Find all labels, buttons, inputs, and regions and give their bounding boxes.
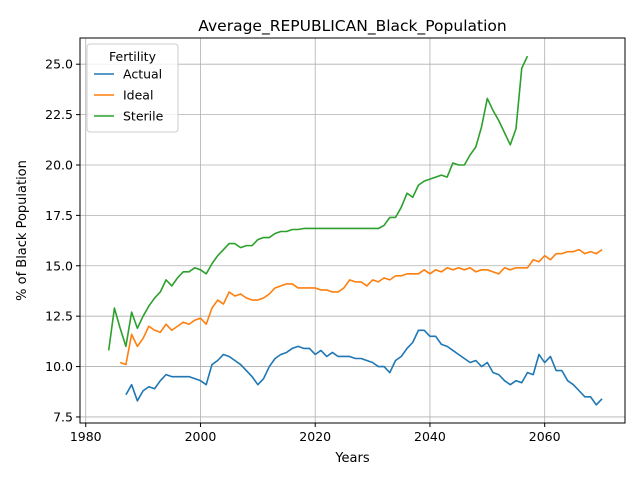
x-tick-label: 2060 <box>529 429 561 444</box>
y-tick-label: 15.0 <box>45 258 73 273</box>
axis-ticks: 1980 2000 2020 2040 2060 7.5 10.0 12.5 15.0 17.5 2… <box>45 57 560 444</box>
legend: Fertility Actual Ideal Sterile <box>86 43 179 133</box>
legend-title: Fertility <box>109 49 157 64</box>
series-actual <box>125 329 603 406</box>
y-tick-label: 22.5 <box>45 107 73 122</box>
y-tick-label: 7.5 <box>53 409 73 424</box>
y-axis-label: % of Black Population <box>15 160 30 301</box>
grid <box>80 38 625 423</box>
legend-entries: Actual Ideal Sterile <box>94 67 164 124</box>
legend-label: Ideal <box>123 88 153 103</box>
legend-box <box>86 43 179 133</box>
chart-title: Average_REPUBLICAN_Black_Population <box>198 17 506 36</box>
x-tick-label: 2000 <box>185 429 217 444</box>
series-line-actual <box>125 329 603 406</box>
x-tick-label: 1980 <box>70 429 102 444</box>
y-tick-label: 10.0 <box>45 359 73 374</box>
legend-entry-ideal: Ideal <box>94 88 153 103</box>
series-lines <box>107 55 603 406</box>
legend-label: Actual <box>123 67 162 82</box>
y-tick-label: 17.5 <box>45 208 73 223</box>
series-sterile <box>107 55 529 351</box>
series-line-sterile <box>107 55 529 351</box>
legend-label: Sterile <box>123 109 164 124</box>
legend-entry-sterile: Sterile <box>94 109 164 124</box>
series-ideal <box>119 248 603 366</box>
y-tick-label: 20.0 <box>45 157 73 172</box>
x-tick-label: 2020 <box>299 429 331 444</box>
legend-entry-actual: Actual <box>94 67 162 82</box>
x-axis-label: Years <box>334 451 370 466</box>
y-tick-label: 12.5 <box>45 309 73 324</box>
x-tick-label: 2040 <box>414 429 446 444</box>
plot-area-frame <box>79 37 626 424</box>
y-tick-label: 25.0 <box>45 57 73 72</box>
